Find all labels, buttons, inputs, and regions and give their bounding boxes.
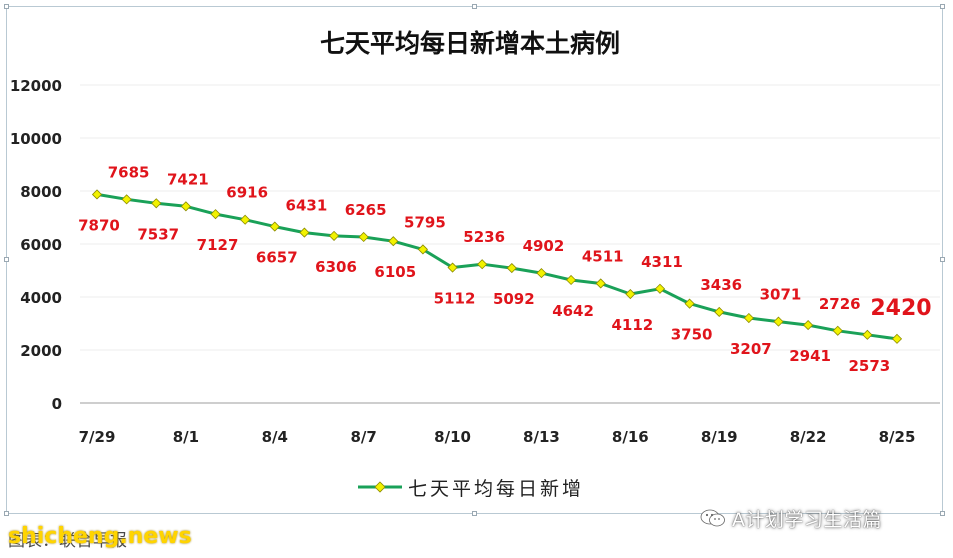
data-label: 2726 bbox=[819, 295, 861, 313]
data-point-marker bbox=[625, 288, 636, 300]
y-tick-label: 2000 bbox=[20, 342, 62, 360]
x-tick-label: 8/13 bbox=[523, 428, 560, 446]
x-tick-label: 7/29 bbox=[79, 428, 116, 446]
resize-handle[interactable] bbox=[4, 511, 9, 516]
resize-handle[interactable] bbox=[4, 4, 9, 9]
legend-marker-swatch bbox=[374, 481, 386, 493]
data-label: 7421 bbox=[167, 170, 209, 188]
data-point-marker bbox=[240, 214, 251, 225]
data-point-marker bbox=[803, 319, 814, 331]
x-tick-label: 8/4 bbox=[262, 428, 288, 446]
data-label: 4902 bbox=[523, 237, 565, 255]
wechat-icon bbox=[700, 509, 725, 527]
data-point-marker bbox=[714, 306, 725, 318]
y-tick-label: 8000 bbox=[20, 183, 62, 201]
data-point-marker bbox=[743, 312, 754, 324]
legend: 七天平均每日新增 bbox=[358, 478, 584, 500]
y-tick-label: 12000 bbox=[10, 77, 62, 95]
data-label: 2420 bbox=[870, 296, 931, 321]
data-label: 4511 bbox=[582, 247, 624, 265]
y-tick-label: 0 bbox=[52, 395, 62, 413]
data-label: 3436 bbox=[700, 276, 742, 294]
data-label: 5795 bbox=[404, 213, 446, 231]
resize-handle[interactable] bbox=[940, 4, 945, 9]
data-point-marker bbox=[566, 274, 577, 286]
data-label: 6306 bbox=[315, 258, 357, 276]
data-point-marker bbox=[388, 236, 399, 247]
data-point-marker bbox=[684, 298, 695, 309]
data-point-marker bbox=[862, 329, 873, 340]
y-tick-label: 10000 bbox=[10, 130, 62, 148]
chart-title: 七天平均每日新增本土病例 bbox=[320, 29, 620, 58]
data-label: 6265 bbox=[345, 201, 387, 219]
data-label: 7537 bbox=[137, 225, 179, 243]
x-tick-label: 8/16 bbox=[612, 428, 649, 446]
data-point-marker bbox=[151, 198, 162, 209]
data-labels: 7870 7685 7537 7421 7127 6916 6657 6431 6306 6265… bbox=[78, 163, 931, 374]
data-label: 2573 bbox=[848, 357, 890, 375]
data-point-marker bbox=[210, 209, 221, 220]
series-line bbox=[96, 192, 898, 341]
data-point-marker bbox=[91, 189, 103, 200]
legend-label: 七天平均每日新增 bbox=[408, 478, 584, 500]
data-label: 6916 bbox=[226, 184, 268, 202]
data-label: 7685 bbox=[108, 163, 150, 181]
y-tick-label: 6000 bbox=[20, 236, 62, 254]
data-point-marker bbox=[121, 194, 132, 205]
y-axis-ticks: 0 2000 4000 6000 8000 10000 12000 bbox=[10, 77, 62, 413]
data-point-marker bbox=[180, 201, 191, 212]
resize-handle[interactable] bbox=[472, 511, 477, 516]
data-label: 6431 bbox=[286, 197, 328, 215]
data-label: 5112 bbox=[434, 290, 476, 308]
data-label: 4311 bbox=[641, 253, 683, 271]
resize-handle[interactable] bbox=[940, 257, 945, 262]
x-axis-ticks: 7/29 8/1 8/4 8/7 8/10 8/13 8/16 8/19 8/22 8/25 bbox=[79, 428, 916, 446]
data-label: 7870 bbox=[78, 216, 120, 234]
data-label: 4112 bbox=[611, 316, 653, 334]
series-line-path bbox=[96, 192, 898, 341]
data-point-marker bbox=[506, 262, 517, 274]
image-credit: 图表：联合早报 bbox=[8, 531, 127, 551]
data-point-marker bbox=[595, 278, 606, 289]
data-label: 3071 bbox=[760, 286, 802, 304]
data-point-marker bbox=[358, 231, 369, 243]
resize-handle[interactable] bbox=[472, 4, 477, 9]
data-label: 3207 bbox=[730, 340, 772, 358]
resize-handle[interactable] bbox=[940, 511, 945, 516]
data-point-marker bbox=[269, 221, 280, 232]
data-point-marker bbox=[328, 230, 340, 241]
y-tick-label: 4000 bbox=[20, 289, 62, 307]
wechat-account-name: A计划学习生活篇 bbox=[732, 508, 882, 531]
x-tick-label: 8/22 bbox=[790, 428, 827, 446]
x-tick-label: 8/7 bbox=[350, 428, 376, 446]
data-point-marker bbox=[832, 325, 843, 336]
gridlines bbox=[80, 84, 940, 404]
data-label: 5092 bbox=[493, 290, 535, 308]
x-tick-label: 8/25 bbox=[879, 428, 916, 446]
data-point-marker bbox=[773, 316, 784, 327]
data-label: 5236 bbox=[463, 228, 505, 246]
data-point-marker bbox=[417, 244, 428, 255]
data-point-marker bbox=[299, 227, 310, 238]
x-tick-label: 8/1 bbox=[173, 428, 199, 446]
data-label: 6105 bbox=[374, 263, 416, 281]
x-tick-label: 8/10 bbox=[434, 428, 471, 446]
x-tick-label: 8/19 bbox=[701, 428, 738, 446]
data-point-marker bbox=[447, 262, 458, 273]
site-watermark: shicheng.news bbox=[8, 524, 192, 549]
chart-frame bbox=[4, 4, 945, 516]
wechat-badge: A计划学习生活篇 bbox=[700, 505, 882, 531]
data-label: 6657 bbox=[256, 249, 298, 267]
data-point-marker bbox=[536, 268, 547, 279]
data-label: 4642 bbox=[552, 302, 594, 320]
data-label: 2941 bbox=[789, 347, 831, 365]
data-point-marker bbox=[654, 283, 666, 294]
data-label: 3750 bbox=[671, 326, 713, 344]
data-point-marker bbox=[891, 333, 903, 344]
resize-handle[interactable] bbox=[4, 257, 9, 262]
data-label: 7127 bbox=[197, 236, 239, 254]
data-point-marker bbox=[477, 259, 488, 270]
series-markers bbox=[91, 189, 903, 344]
